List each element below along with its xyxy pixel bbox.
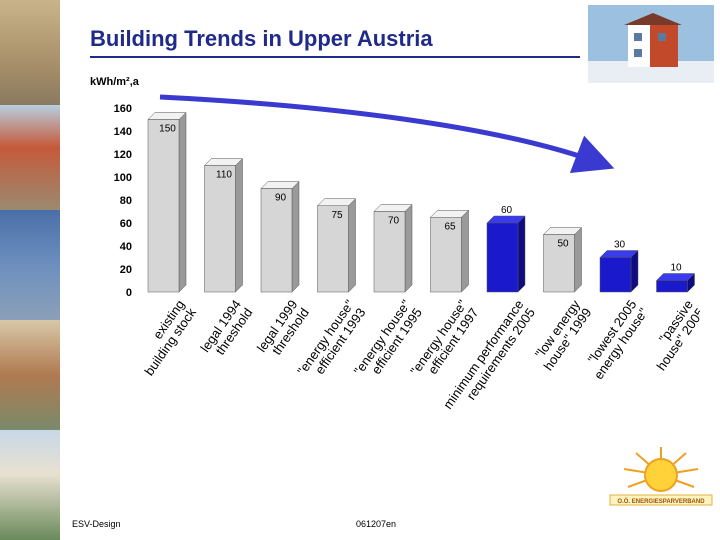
y-tick-label: 160 (114, 103, 132, 115)
bar (204, 165, 236, 293)
value-label: 65 (444, 221, 456, 232)
value-label: 30 (614, 240, 626, 251)
bar (543, 234, 575, 293)
bar-side (291, 180, 300, 293)
value-label: 75 (331, 210, 343, 221)
value-label: 50 (557, 239, 569, 250)
building-photo-3 (0, 210, 60, 320)
bar-side (404, 203, 413, 293)
trend-arrow (159, 94, 615, 174)
y-axis-unit: kWh/m²,a (90, 76, 139, 88)
y-tick-label: 20 (120, 264, 132, 276)
y-tick-label: 40 (120, 241, 132, 253)
title-underline (90, 56, 580, 58)
value-label: 60 (501, 205, 513, 216)
bar-top (147, 112, 187, 120)
house-photo (588, 5, 714, 83)
value-label: 90 (275, 193, 287, 204)
logo-text: O.Ö. ENERGIESPARVERBAND (617, 498, 705, 505)
bar-top (260, 181, 300, 189)
bar (147, 119, 180, 293)
building-photo-1 (0, 0, 60, 105)
bar (317, 205, 349, 293)
y-tick-label: 100 (114, 172, 132, 184)
value-label: 110 (216, 170, 232, 181)
photo-strip (0, 0, 60, 540)
bar (430, 217, 462, 293)
value-label: 70 (388, 216, 400, 227)
sun-logo: O.Ö. ENERGIESPARVERBAND (609, 447, 713, 506)
value-label: 150 (159, 124, 176, 135)
bar-top (203, 158, 244, 166)
y-tick-label: 0 (126, 287, 132, 299)
building-photo-4 (0, 320, 60, 430)
bar (486, 222, 519, 293)
bar-top (429, 210, 470, 218)
bar-side (178, 111, 187, 293)
footer-code: 061207en (356, 519, 397, 529)
bar-top (316, 198, 357, 206)
footer-credit: ESV-Design (72, 519, 121, 529)
bar-side (574, 226, 582, 293)
bar-top (542, 227, 583, 235)
bar-side (461, 209, 469, 293)
bar (656, 280, 688, 293)
y-tick-label: 80 (120, 195, 132, 207)
building-photo-2 (0, 105, 60, 210)
building-photo-5 (0, 430, 60, 540)
y-tick-label: 60 (120, 218, 132, 230)
bar (260, 188, 293, 293)
bar-side (517, 215, 526, 293)
bar-side (235, 157, 243, 293)
page-title: Building Trends in Upper Austria (90, 26, 433, 51)
bar-top (599, 250, 639, 258)
y-tick-label: 140 (114, 126, 132, 138)
bar (373, 211, 406, 293)
value-label: 10 (670, 263, 682, 274)
y-tick-label: 120 (114, 149, 132, 161)
bar-top (486, 215, 526, 224)
bar-side (348, 198, 356, 293)
bar (599, 257, 632, 293)
bar-chart: 0 20 40 60 80 100 120 140 160 150 110 90 75 70 65 60 50 3… (114, 94, 700, 412)
bar-top (655, 273, 696, 281)
bar-top (373, 204, 413, 212)
